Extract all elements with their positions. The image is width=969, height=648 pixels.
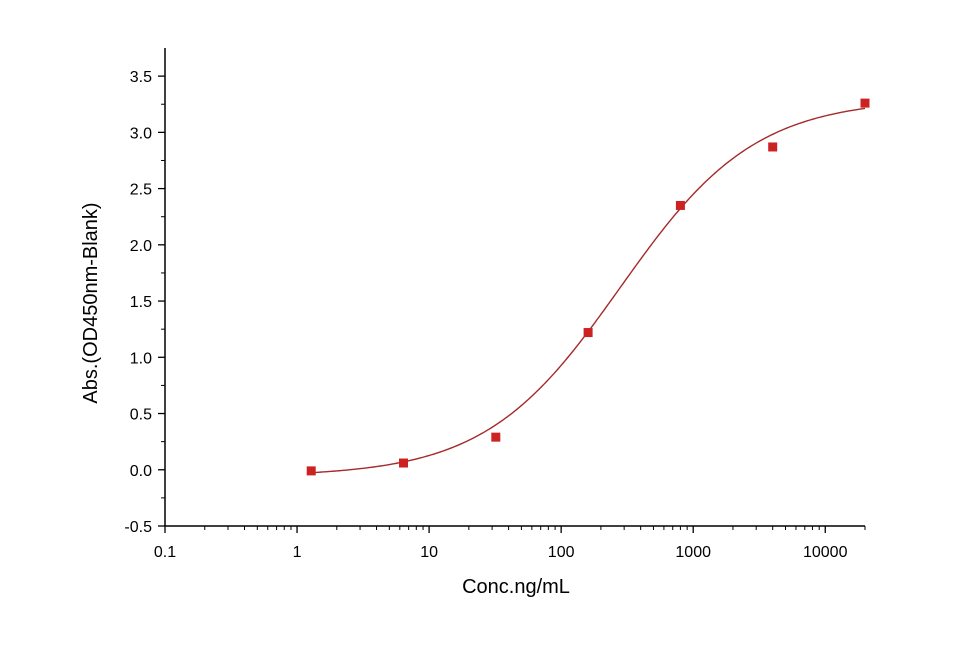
- y-tick-label: 1.0: [130, 350, 152, 367]
- x-tick-label: 1000: [675, 544, 711, 561]
- data-point: [860, 98, 870, 108]
- data-point: [583, 328, 593, 338]
- y-tick-label: 2.5: [130, 182, 152, 199]
- x-tick-label: 0.1: [154, 544, 176, 561]
- data-point: [675, 200, 685, 210]
- y-axis-title: Abs.(OD450nm-Blank): [80, 202, 102, 403]
- fit-curve-layer: [311, 107, 866, 474]
- axes: -0.5 0.0 0.5 1.0 1.5 2.0 2.5 3.0 3.5 0.1 1 10 100 100…: [124, 48, 866, 561]
- x-tick-label: 10000: [803, 544, 848, 561]
- y-tick-label: 3.0: [130, 125, 152, 142]
- y-tick-label: -0.5: [124, 519, 152, 536]
- x-tick-label: 10: [420, 544, 438, 561]
- y-tick-label: 2.0: [130, 238, 152, 255]
- x-tick-label: 100: [548, 544, 575, 561]
- data-point: [306, 466, 316, 476]
- x-axis-title: Conc.ng/mL: [462, 576, 570, 598]
- y-tick-label: 0.0: [130, 463, 152, 480]
- data-point: [768, 142, 778, 152]
- fit-curve-line: [311, 107, 866, 474]
- y-tick-label: 3.5: [130, 69, 152, 86]
- y-tick-label: 1.5: [130, 294, 152, 311]
- data-point: [399, 458, 409, 468]
- data-point: [491, 432, 501, 442]
- data-points-layer: [306, 98, 870, 476]
- y-tick-label: 0.5: [130, 407, 152, 424]
- x-tick-label: 1: [293, 544, 302, 561]
